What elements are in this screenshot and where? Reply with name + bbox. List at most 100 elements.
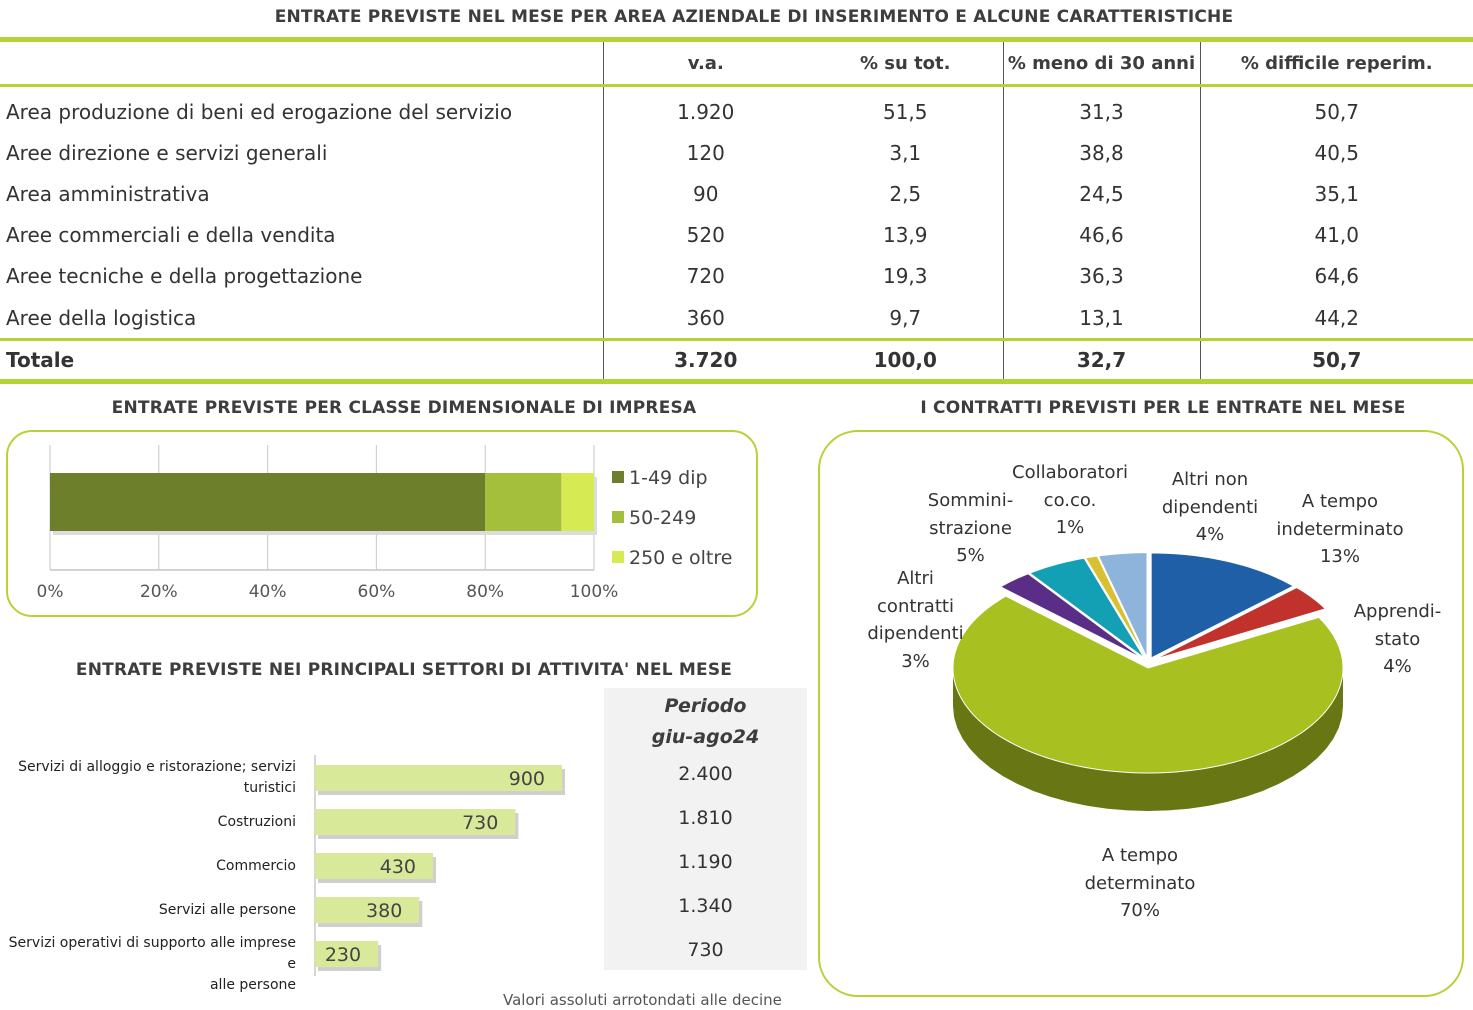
contracts-pie-chart	[952, 552, 1344, 811]
cell-area: Area produzione di beni ed erogazione de…	[0, 85, 604, 133]
pie-label-line: A tempo	[1301, 491, 1379, 512]
cell-pct-under30: 24,5	[1003, 173, 1201, 215]
pie-label: Altri contratti dipendenti 3%	[858, 565, 973, 675]
sector-value-label: 900	[509, 768, 545, 790]
cell-va: 360	[686, 305, 725, 330]
cell-pct-under30: 32,7	[1003, 338, 1201, 385]
pie-label-line: contratti	[877, 595, 954, 617]
pie-label-line: indeterminato	[1276, 518, 1404, 540]
cell-va: 1.920	[677, 99, 735, 124]
cell-va: 3.720	[603, 338, 808, 385]
sector-value-label: 380	[366, 900, 402, 922]
cell-pct-difficult: 41,0	[1314, 223, 1360, 248]
pie-slice-side	[953, 668, 1343, 811]
cell-pct-tot: 13,9	[808, 214, 1004, 256]
pie-slice-5	[1084, 555, 1147, 659]
pie-label-line: A tempo	[1101, 845, 1179, 866]
table-row: Area amministrativa 90 2,5 24,5 35,1	[0, 173, 1473, 215]
period-value: 2.400	[678, 763, 733, 785]
sector-bar	[315, 941, 379, 967]
pie-slice-3	[999, 573, 1144, 660]
cell-area: Aree commerciali e della vendita	[0, 214, 604, 256]
sector-value-label: 730	[462, 812, 498, 834]
pie-label-line: dipendenti	[1161, 496, 1259, 518]
x-tick-label: 60%	[358, 582, 396, 602]
pie-label: Apprendi-stato 4%	[1345, 598, 1450, 681]
pie-label: A tempo determinato 70%	[1070, 842, 1210, 925]
size-chart-frame	[6, 430, 758, 617]
sector-value-label: 430	[380, 856, 416, 878]
cell-pct-under30: 36,3	[1003, 255, 1201, 297]
cell-pct-tot: 19,3	[808, 255, 1004, 297]
pie-label-line: 70%	[1119, 900, 1160, 921]
pie-label-line: 5%	[956, 545, 985, 566]
pie-label-line: Sommini-	[927, 490, 1014, 511]
period-header: Periodo giu-ago24	[604, 691, 807, 753]
area-table: v.a. % su tot. % meno di 30 anni % diffi…	[0, 37, 1473, 385]
period-value: 1.190	[678, 851, 733, 873]
x-tick-label: 40%	[249, 582, 287, 602]
sector-bar	[315, 765, 562, 791]
pie-slice-4	[1028, 557, 1145, 659]
period-column	[604, 688, 807, 970]
pie-label-line: Collaboratori	[1012, 462, 1128, 483]
sector-note: Valori assoluti arrotondati alle decine	[503, 991, 782, 1009]
x-tick-label: 20%	[140, 582, 178, 602]
pie-label-line: Apprendi-	[1353, 601, 1442, 622]
pie-label-line: dipendenti	[867, 623, 964, 644]
bar-segment-1-49-dip	[50, 473, 486, 531]
sector-category-label: Servizi alle persone	[159, 900, 296, 921]
bar-segment-250-e-oltre	[561, 473, 594, 531]
sector-category-line: turistici	[243, 780, 296, 796]
sector-category-label: Costruzioni	[218, 812, 296, 833]
pie-label: Collaboratori co.co. 1%	[1005, 459, 1135, 542]
table-row: Aree della logistica 360 9,7 13,1 44,2	[0, 296, 1473, 340]
cell-va: 720	[686, 264, 725, 289]
period-header-line2: giu-ago24	[651, 726, 760, 748]
header-pct-difficult: % difficile reperim.	[1200, 37, 1473, 87]
sector-bar	[315, 809, 516, 835]
legend-swatch	[612, 511, 624, 523]
sector-category-label: Servizi operativi di supporto alle impre…	[0, 933, 296, 996]
header-va: v.a.	[603, 37, 808, 87]
legend-swatch	[612, 551, 624, 563]
cell-area: Aree della logistica	[0, 296, 604, 340]
pie-label-line: 3%	[901, 650, 930, 672]
sector-category-line: alle persone	[209, 977, 296, 993]
pie-label-line: Altri	[897, 568, 934, 589]
sector-bar	[315, 897, 420, 923]
pie-label-line: co.co.	[1043, 489, 1097, 511]
x-tick-label: 80%	[466, 582, 504, 602]
cell-va: 90	[693, 181, 719, 206]
header-pct-tot: % su tot.	[808, 37, 1004, 87]
period-value: 1.340	[678, 895, 733, 917]
legend-label: 50-249	[629, 507, 696, 529]
pie-label: Altri non dipendenti 4%	[1155, 466, 1265, 549]
pie-slice-6	[1097, 552, 1148, 658]
size-chart-title: ENTRATE PREVISTE PER CLASSE DIMENSIONALE…	[111, 398, 697, 418]
sector-value-label: 230	[325, 944, 361, 966]
sector-chart-title: ENTRATE PREVISTE NEI PRINCIPALI SETTORI …	[75, 660, 733, 680]
table-title: ENTRATE PREVISTE NEL MESE PER AREA AZIEN…	[274, 7, 1234, 27]
sector-category-line: Servizi operativi di supporto alle impre…	[8, 935, 296, 972]
pie-label-line: 1%	[1055, 517, 1085, 538]
period-value: 730	[687, 939, 724, 961]
sector-category-label: Commercio	[216, 856, 296, 877]
cell-area: Aree tecniche e della progettazione	[0, 255, 604, 297]
sector-category-line: Servizi di alloggio e ristorazione; serv…	[18, 759, 296, 775]
cell-pct-tot: 2,5	[808, 173, 1004, 215]
cell-pct-tot: 51,5	[808, 85, 1004, 133]
pie-chart-frame	[818, 430, 1464, 997]
table-row: Area produzione di beni ed erogazione de…	[0, 85, 1473, 133]
pie-label-line: 13%	[1319, 546, 1360, 567]
pie-label: Sommini-strazione 5%	[918, 487, 1023, 570]
x-tick-label: 0%	[37, 582, 64, 602]
pie-label-line: 4%	[1383, 656, 1412, 677]
cell-pct-under30: 46,6	[1003, 214, 1201, 256]
pie-label-line: strazione	[929, 517, 1012, 539]
table-row: Aree tecniche e della progettazione 720 19…	[0, 255, 1473, 297]
pie-chart-title: I CONTRATTI PREVISTI PER LE ENTRATE NEL …	[920, 398, 1406, 418]
cell-pct-under30: 13,1	[1003, 296, 1201, 340]
legend-label: 250 e oltre	[629, 547, 732, 569]
